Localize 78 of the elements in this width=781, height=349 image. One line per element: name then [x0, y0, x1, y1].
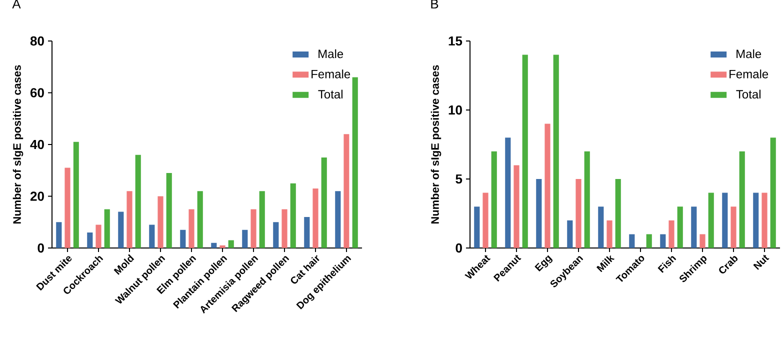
- legend-label: Male: [736, 49, 762, 58]
- bar: [576, 179, 582, 248]
- bar: [242, 230, 248, 248]
- bar: [708, 192, 714, 248]
- bar: [64, 168, 70, 248]
- bar: [646, 234, 652, 248]
- y-tick-label: 60: [30, 88, 44, 98]
- bar: [700, 234, 706, 248]
- bar: [188, 209, 194, 248]
- bar: [73, 142, 79, 248]
- y-axis-title: Number of sIgE positive cases: [12, 65, 24, 224]
- bar: [660, 234, 666, 248]
- bar: [514, 165, 520, 248]
- bar: [482, 192, 488, 248]
- y-axis-title: Number of sIgE positive cases: [430, 65, 442, 224]
- y-tick-label: 80: [30, 36, 44, 46]
- bar: [352, 77, 358, 248]
- bar: [335, 191, 341, 248]
- bar: [96, 224, 102, 248]
- x-tick-label: Egg: [534, 255, 553, 272]
- bar: [211, 242, 217, 248]
- bar: [730, 206, 736, 248]
- bar: [228, 240, 234, 248]
- legend-label: Female: [730, 70, 768, 78]
- bar: [536, 179, 542, 248]
- x-tick-label: Nut: [753, 254, 770, 270]
- bar: [220, 245, 226, 248]
- bar: [344, 134, 350, 248]
- bar: [259, 191, 265, 248]
- bar: [553, 54, 559, 248]
- y-tick-label: 0: [456, 243, 462, 253]
- bar: [668, 220, 674, 248]
- bar: [606, 220, 612, 248]
- bar: [312, 188, 318, 248]
- legend-label: Total: [736, 90, 760, 99]
- bar: [135, 154, 141, 248]
- bar: [770, 138, 776, 248]
- bar: [762, 192, 768, 248]
- y-tick-label: 20: [30, 192, 44, 201]
- y-tick-label: 5: [456, 174, 462, 184]
- bar: [290, 183, 296, 248]
- bar: [491, 151, 497, 248]
- bar: [273, 222, 279, 248]
- bar: [104, 209, 110, 248]
- y-tick-label: 0: [38, 243, 44, 253]
- y-tick-label: 10: [448, 105, 462, 115]
- bar: [522, 54, 528, 248]
- bar: [584, 151, 590, 248]
- bar: [321, 157, 327, 248]
- legend-label: Female: [312, 70, 350, 78]
- bar: [250, 209, 256, 248]
- bar: [691, 206, 697, 248]
- bar: [629, 234, 635, 248]
- bar: [544, 124, 550, 248]
- bar: [598, 206, 604, 248]
- legend-label: Male: [318, 49, 344, 58]
- bar: [180, 230, 186, 248]
- bar: [615, 179, 621, 248]
- bar: [474, 206, 480, 248]
- bar: [197, 191, 203, 248]
- bar: [87, 232, 93, 248]
- bar: [282, 209, 288, 248]
- bar: [505, 138, 511, 248]
- bar: [56, 222, 62, 248]
- bar: [118, 212, 124, 248]
- bar: [753, 192, 759, 248]
- legend-label: Total: [318, 90, 342, 99]
- bar: [149, 224, 155, 248]
- y-tick-label: 40: [30, 140, 44, 150]
- bar: [126, 191, 132, 248]
- bar: [677, 206, 683, 248]
- y-tick-label: 15: [448, 36, 462, 46]
- bar: [722, 192, 728, 248]
- bar: [304, 216, 310, 248]
- bar: [158, 196, 164, 248]
- bar: [166, 172, 172, 248]
- bar: [739, 151, 745, 248]
- bar: [567, 220, 573, 248]
